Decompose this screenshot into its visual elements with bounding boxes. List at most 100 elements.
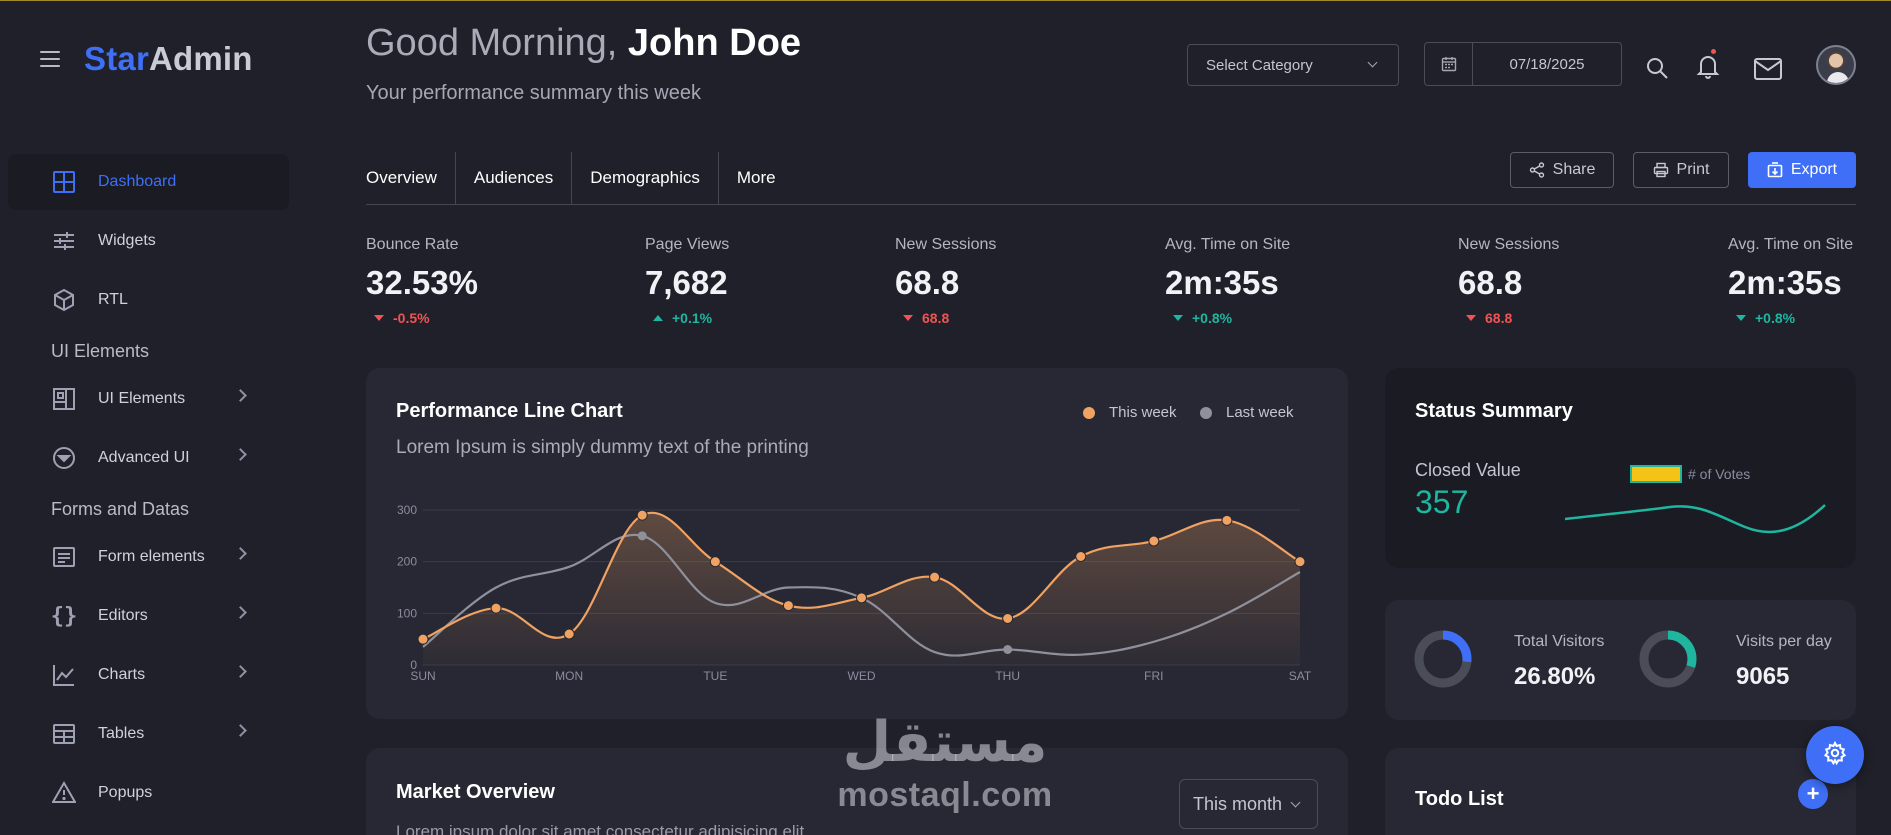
kpi-delta: 68.8 bbox=[1458, 310, 1559, 326]
kpi-avg-time: Avg. Time on Site 2m:35s +0.8% bbox=[1165, 236, 1290, 326]
page-subtitle: Your performance summary this week bbox=[366, 82, 701, 104]
greeting-prefix: Good Morning, bbox=[366, 22, 628, 64]
avatar[interactable] bbox=[1816, 45, 1856, 85]
sidebar-item-label: Dashboard bbox=[98, 173, 177, 190]
performance-subtitle: Lorem Ipsum is simply dummy text of the … bbox=[396, 437, 809, 458]
share-label: Share bbox=[1552, 161, 1596, 178]
period-select[interactable]: This month bbox=[1179, 779, 1318, 829]
legend-dot-last-week bbox=[1200, 406, 1212, 419]
sidebar-item-label: Form elements bbox=[98, 548, 205, 565]
tab-overview[interactable]: Overview bbox=[366, 152, 456, 204]
share-button[interactable]: Share bbox=[1510, 152, 1614, 188]
status-summary-title: Status Summary bbox=[1415, 400, 1573, 422]
sidebar-item-ui-elements[interactable]: UI Elements bbox=[8, 371, 289, 427]
kpi-delta-value: +0.1% bbox=[672, 310, 713, 326]
sidebar-item-tables[interactable]: Tables bbox=[8, 706, 289, 762]
sidebar-item-dashboard[interactable]: Dashboard bbox=[8, 154, 289, 210]
y-tick-label: 0 bbox=[410, 658, 417, 672]
warning-icon bbox=[52, 781, 76, 805]
sidebar-item-label: Widgets bbox=[98, 232, 156, 249]
user-name: John Doe bbox=[627, 22, 802, 64]
kpi-value: 68.8 bbox=[895, 264, 960, 301]
legend-this-week: This week bbox=[1083, 404, 1177, 421]
settings-button[interactable] bbox=[1806, 726, 1864, 784]
kpi-value: 68.8 bbox=[1458, 264, 1523, 301]
export-button[interactable]: Export bbox=[1748, 152, 1856, 188]
tab-more[interactable]: More bbox=[736, 168, 776, 187]
sidebar-item-label: Editors bbox=[98, 607, 148, 624]
votes-legend-label: # of Votes bbox=[1688, 466, 1751, 482]
votes-legend: # of Votes bbox=[1630, 465, 1750, 483]
sidebar-item-widgets[interactable]: Widgets bbox=[8, 213, 289, 269]
kpi-delta-value: 68.8 bbox=[1485, 310, 1513, 326]
data-point-this-week bbox=[782, 600, 794, 612]
period-select-value: This month bbox=[1193, 793, 1283, 814]
kpi-delta: +0.8% bbox=[1728, 310, 1853, 326]
x-tick-label: WED bbox=[848, 669, 876, 683]
chevron-down-icon bbox=[1290, 797, 1301, 808]
total-visitors-label: Total Visitors bbox=[1514, 633, 1605, 650]
legend-dot-this-week bbox=[1083, 406, 1095, 419]
top-border bbox=[0, 0, 1891, 1]
brand: StarAdmin bbox=[40, 40, 253, 78]
tab-bar: Overview Audiences Demographics More bbox=[366, 152, 794, 204]
x-tick-label: FRI bbox=[1144, 669, 1163, 683]
sidebar-item-label: Popups bbox=[98, 784, 153, 801]
sidebar-item-popups[interactable]: Popups bbox=[8, 765, 289, 821]
layout-icon bbox=[52, 387, 76, 411]
kpi-value: 32.53% bbox=[366, 264, 478, 301]
category-select[interactable]: Select Category bbox=[1187, 44, 1399, 86]
sidebar-item-editors[interactable]: {} Editors bbox=[8, 588, 289, 644]
kpi-label: New Sessions bbox=[1458, 236, 1560, 253]
closed-value-label: Closed Value bbox=[1415, 460, 1521, 480]
brand-part-star: Star bbox=[84, 40, 149, 77]
legend-last-week: Last week bbox=[1200, 404, 1294, 421]
kpi-delta-value: -0.5% bbox=[393, 310, 430, 326]
brand-part-admin: Admin bbox=[149, 40, 253, 77]
sidebar-item-form-elements[interactable]: Form elements bbox=[8, 529, 289, 585]
kpi-label: Bounce Rate bbox=[366, 236, 459, 253]
todo-card bbox=[1385, 748, 1856, 835]
sidebar-item-charts[interactable]: Charts bbox=[8, 647, 289, 703]
kpi-label: Avg. Time on Site bbox=[1728, 236, 1854, 253]
calendar-icon[interactable] bbox=[1425, 43, 1473, 85]
kpi-page-views: Page Views 7,682 +0.1% bbox=[645, 236, 729, 326]
sidebar-item-label: Advanced UI bbox=[98, 449, 190, 466]
kpi-label: Page Views bbox=[645, 236, 730, 253]
print-icon bbox=[1653, 162, 1669, 178]
donut-fill bbox=[1414, 630, 1472, 688]
visits-per-day-value: 9065 bbox=[1736, 663, 1790, 690]
grid-icon bbox=[52, 170, 76, 194]
bell-icon[interactable] bbox=[1696, 53, 1720, 84]
y-tick-label: 100 bbox=[397, 606, 417, 620]
data-point-this-week bbox=[490, 602, 502, 614]
kpi-label: New Sessions bbox=[895, 236, 997, 253]
closed-value: 357 bbox=[1415, 484, 1469, 520]
x-tick-label: MON bbox=[555, 669, 583, 683]
market-overview-text: Lorem ipsum dolor sit amet consectetur a… bbox=[396, 822, 805, 835]
sidebar-item-label: Charts bbox=[98, 666, 146, 683]
print-button[interactable]: Print bbox=[1633, 152, 1729, 188]
menu-icon[interactable] bbox=[40, 51, 60, 67]
total-visitors-value: 26.80% bbox=[1514, 663, 1596, 690]
visits-per-day-label: Visits per day bbox=[1736, 633, 1832, 650]
export-icon bbox=[1767, 162, 1783, 178]
tab-demographics[interactable]: Demographics bbox=[572, 152, 719, 204]
search-icon[interactable] bbox=[1645, 56, 1669, 85]
date-value: 07/18/2025 bbox=[1509, 55, 1585, 73]
date-picker[interactable]: 07/18/2025 bbox=[1424, 42, 1622, 86]
tab-audiences[interactable]: Audiences bbox=[456, 152, 573, 204]
brand-logo[interactable]: StarAdmin bbox=[84, 40, 253, 78]
sidebar-item-rtl[interactable]: RTL bbox=[8, 272, 289, 328]
y-tick-label: 200 bbox=[397, 555, 417, 569]
x-tick-label: SUN bbox=[410, 669, 435, 683]
sidebar-item-advanced-ui[interactable]: Advanced UI bbox=[8, 430, 289, 486]
add-todo-button[interactable]: + bbox=[1798, 779, 1828, 809]
kpi-label: Avg. Time on Site bbox=[1165, 236, 1291, 253]
todo-title: Todo List bbox=[1415, 788, 1504, 810]
kpi-value: 2m:35s bbox=[1165, 264, 1279, 301]
kpi-value: 2m:35s bbox=[1728, 264, 1842, 301]
print-label: Print bbox=[1676, 161, 1710, 178]
kpi-new-sessions-2: New Sessions 68.8 68.8 bbox=[1458, 236, 1559, 326]
mail-icon[interactable] bbox=[1754, 58, 1782, 85]
